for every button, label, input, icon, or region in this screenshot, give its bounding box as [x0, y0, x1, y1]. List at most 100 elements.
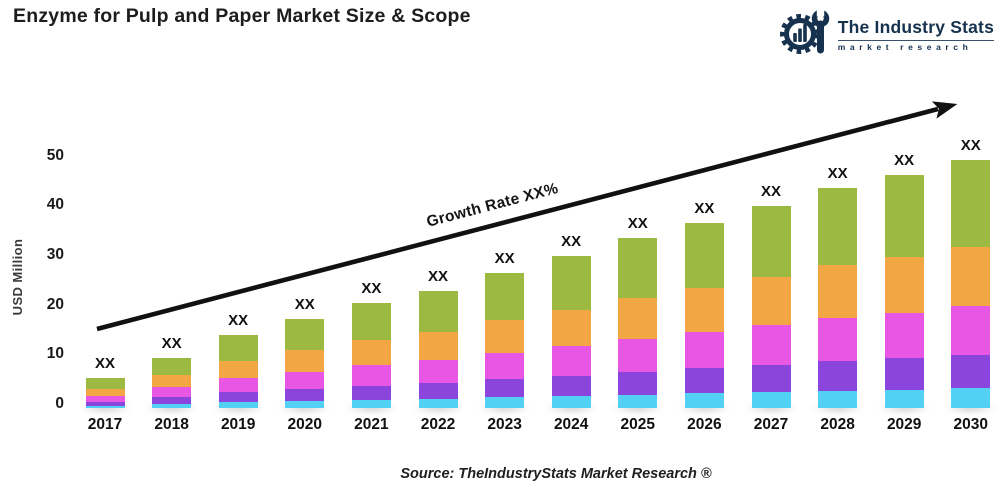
bar-segment-green	[818, 188, 858, 265]
bar-segment-magenta	[218, 378, 258, 392]
bar-segment-orange	[285, 350, 325, 372]
bar-segment-orange	[152, 375, 192, 387]
brand-tagline: market research	[837, 42, 973, 53]
bar-segment-orange	[85, 388, 125, 396]
bar-segment-cyan	[418, 398, 458, 408]
bar-segment-orange	[951, 246, 991, 306]
bar-segment-orange	[618, 297, 658, 339]
bar-segment-orange	[485, 320, 525, 353]
bar-segment-magenta	[751, 325, 791, 365]
bar-segment-green	[285, 318, 325, 350]
bar-segment-cyan	[951, 388, 991, 408]
y-tick-label: 10	[46, 345, 64, 363]
bar-value-label: XX	[228, 312, 249, 329]
bar-segment-purple	[418, 382, 458, 399]
bar-segment-green	[85, 378, 125, 389]
bar-segment-purple	[85, 401, 125, 406]
x-tick-label: 2028	[820, 416, 855, 433]
x-tick-label: 2019	[220, 416, 256, 433]
bar-segment-cyan	[218, 402, 258, 408]
x-tick-label: 2018	[154, 416, 189, 433]
x-tick-label: 2027	[753, 416, 789, 433]
x-tick-label: 2020	[287, 416, 323, 433]
bar-value-label: XX	[427, 267, 448, 285]
bar-segment-green	[884, 175, 924, 257]
page-title: Enzyme for Pulp and Paper Market Size & …	[13, 5, 471, 27]
bar-segment-green	[218, 335, 258, 361]
bar-segment-cyan	[884, 389, 924, 408]
bar-segment-orange	[218, 360, 258, 378]
y-tick-label: 0	[55, 395, 64, 412]
brand-logo: The Industry Stats market research	[779, 8, 994, 61]
bar-segment-purple	[551, 375, 591, 396]
bar-segment-magenta	[818, 318, 858, 361]
bar-segment-cyan	[751, 392, 791, 408]
bar-segment-magenta	[485, 352, 525, 379]
bar-segment-purple	[618, 371, 658, 395]
bar-segment-purple	[218, 392, 258, 402]
bar-segment-purple	[684, 368, 724, 393]
bar-segment-cyan	[285, 401, 325, 408]
y-tick-label: 30	[46, 245, 64, 263]
bar-value-label: XX	[494, 249, 515, 267]
bar-segment-green	[152, 357, 192, 375]
bar-value-label: XX	[561, 233, 582, 250]
x-tick-label: 2022	[420, 416, 456, 433]
bar-segment-magenta	[85, 395, 125, 402]
bar-segment-purple	[751, 364, 791, 392]
bar-segment-orange	[418, 331, 458, 360]
bar-segment-magenta	[152, 387, 192, 397]
bar-segment-green	[351, 303, 391, 340]
bar-value-label: XX	[627, 215, 648, 232]
bar-segment-magenta	[551, 346, 591, 376]
bar-segment-magenta	[351, 365, 391, 386]
bar-segment-purple	[951, 354, 991, 388]
bar-value-label: XX	[894, 152, 915, 169]
y-tick-label: 40	[46, 196, 64, 214]
x-tick-label: 2026	[687, 416, 722, 433]
brand-divider	[837, 39, 994, 42]
bar-value-label: XX	[161, 334, 182, 352]
bar-segment-purple	[485, 379, 525, 397]
bar-segment-green	[418, 290, 458, 332]
bar-value-label: XX	[94, 355, 115, 372]
bar-segment-green	[485, 272, 525, 320]
x-tick-label: 2023	[487, 416, 522, 433]
bar-segment-magenta	[684, 332, 724, 368]
x-tick-label: 2024	[553, 416, 589, 433]
bar-segment-orange	[818, 265, 858, 318]
bar-segment-cyan	[485, 397, 525, 408]
gear-bars-wrench-icon	[779, 8, 832, 61]
y-tick-label: 50	[46, 146, 64, 164]
bar-segment-magenta	[418, 359, 458, 383]
bar-value-label: XX	[294, 295, 315, 313]
x-tick-label: 2017	[87, 416, 123, 433]
bar-value-label: XX	[694, 199, 715, 217]
bar-segment-cyan	[85, 405, 125, 408]
bar-segment-orange	[684, 287, 724, 332]
bar-segment-magenta	[951, 306, 991, 355]
bar-segment-green	[684, 222, 724, 288]
bar-segment-orange	[751, 276, 791, 325]
y-tick-label: 20	[46, 295, 64, 313]
x-tick-label: 2030	[953, 416, 989, 433]
bar-segment-cyan	[551, 396, 591, 408]
bar-segment-purple	[351, 385, 391, 400]
bar-segment-green	[618, 238, 658, 298]
brand-name: The Industry Stats	[837, 17, 994, 38]
bar-value-label: XX	[960, 137, 981, 154]
bar-segment-magenta	[285, 371, 325, 389]
bar-segment-cyan	[818, 390, 858, 408]
source-attribution: Source: TheIndustryStats Market Research…	[400, 466, 712, 482]
bar-segment-green	[951, 160, 991, 247]
bar-segment-magenta	[884, 312, 924, 358]
bar-value-label: XX	[361, 280, 382, 297]
bar-segment-cyan	[351, 399, 391, 408]
bar-segment-cyan	[152, 404, 192, 408]
bar-segment-purple	[884, 358, 924, 390]
bar-segment-purple	[285, 389, 325, 401]
x-tick-label: 2025	[620, 416, 656, 433]
bar-segment-purple	[818, 361, 858, 391]
